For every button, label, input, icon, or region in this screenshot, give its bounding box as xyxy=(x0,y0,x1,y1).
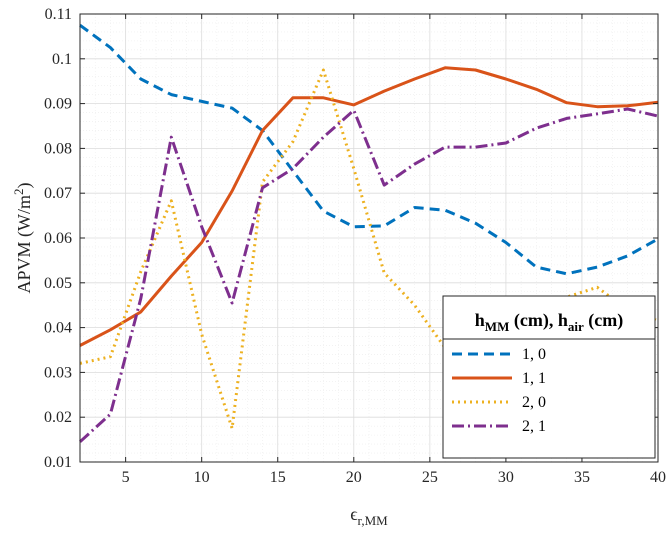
y-tick-label: 0.02 xyxy=(44,409,72,426)
x-tick-label: 10 xyxy=(194,469,210,486)
series-line-1-0 xyxy=(79,23,659,276)
series-line-1-1 xyxy=(79,66,659,347)
x-tick-label: 15 xyxy=(270,469,286,486)
x-tick-labels: 5 10 15 20 25 30 35 40 xyxy=(122,469,666,486)
legend-label: 1, 1 xyxy=(522,370,546,387)
legend-entries: 1, 0 1, 1 2, 0 2, 1 xyxy=(452,346,546,435)
y-tick-label: 0.04 xyxy=(44,320,72,337)
x-tick-label: 35 xyxy=(574,469,590,486)
x-axis-label: ϵr,MM xyxy=(350,504,388,528)
legend-label: 2, 1 xyxy=(522,418,546,435)
x-tick-label: 30 xyxy=(498,469,514,486)
x-tick-label: 20 xyxy=(346,469,362,486)
legend-label: 1, 0 xyxy=(522,346,546,363)
y-tick-label: 0.01 xyxy=(44,454,72,471)
y-tick-label: 0.09 xyxy=(44,96,72,113)
series-line-2-1 xyxy=(78,107,659,443)
legend-label: 2, 0 xyxy=(522,394,546,411)
y-axis-label: APVM (W/m2) xyxy=(11,183,35,294)
legend: hMM (cm), hair (cm) 1, 0 1, 1 2, 0 2, 1 xyxy=(442,295,656,459)
y-tick-label: 0.1 xyxy=(52,51,72,68)
y-tick-label: 0.06 xyxy=(44,230,72,247)
y-tick-label: 0.08 xyxy=(44,140,72,157)
series-layer xyxy=(78,23,659,443)
y-tick-label: 0.11 xyxy=(45,6,72,23)
y-tick-label: 0.03 xyxy=(44,364,72,381)
x-tick-label: 40 xyxy=(650,469,666,486)
x-tick-label: 25 xyxy=(422,469,438,486)
y-tick-label: 0.05 xyxy=(44,275,72,292)
y-tick-label: 0.07 xyxy=(44,185,72,202)
legend-title: hMM (cm), hair (cm) xyxy=(475,310,623,334)
y-tick-labels: 0.01 0.02 0.03 0.04 0.05 0.06 0.07 0.08 0.09 0.1 0… xyxy=(44,6,72,471)
x-tick-label: 5 xyxy=(122,469,130,486)
